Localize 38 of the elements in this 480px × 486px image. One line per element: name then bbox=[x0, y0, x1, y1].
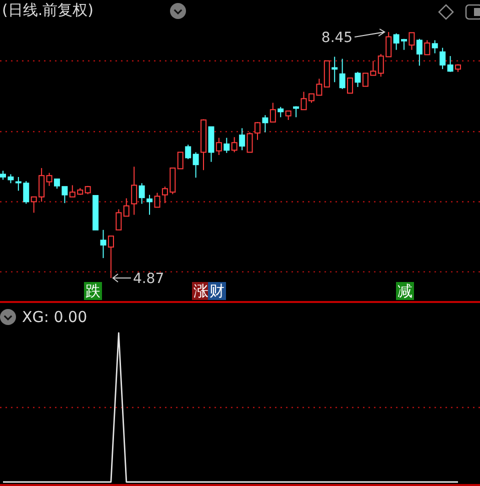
annotation: 8.45 bbox=[321, 30, 353, 46]
candlestick bbox=[108, 236, 114, 278]
candlestick bbox=[432, 40, 438, 54]
candlestick bbox=[347, 78, 354, 94]
annotation: 4.87 bbox=[132, 271, 164, 287]
candlestick bbox=[354, 71, 361, 88]
candlestick bbox=[154, 192, 160, 208]
candlestick bbox=[270, 102, 276, 123]
candlestick bbox=[123, 198, 130, 217]
candlestick bbox=[262, 114, 268, 133]
text: 财 bbox=[210, 282, 224, 300]
candlestick bbox=[138, 182, 145, 204]
chart-title: (日线.前复权) bbox=[2, 1, 94, 19]
candlestick bbox=[332, 56, 338, 83]
text: 涨 bbox=[194, 282, 208, 300]
candlestick bbox=[293, 106, 300, 118]
candlestick bbox=[440, 47, 446, 70]
candlestick bbox=[416, 38, 422, 66]
chart-title: XG: 0.00 bbox=[22, 308, 88, 326]
candlestick bbox=[447, 56, 454, 72]
candlestick bbox=[339, 58, 346, 90]
candlestick bbox=[46, 172, 52, 186]
candlestick bbox=[146, 194, 153, 216]
text: 跌 bbox=[86, 282, 100, 300]
candlestick bbox=[408, 32, 415, 50]
candlestick bbox=[131, 166, 138, 216]
candlestick bbox=[192, 152, 199, 178]
candlestick bbox=[278, 106, 284, 118]
candlestick bbox=[424, 40, 430, 56]
candlestick bbox=[100, 229, 106, 259]
candlestick bbox=[116, 208, 122, 230]
candlestick bbox=[239, 128, 246, 151]
text: 减 bbox=[398, 282, 412, 300]
candlestick bbox=[216, 137, 222, 156]
candlestick bbox=[185, 144, 192, 160]
candlestick bbox=[224, 137, 230, 154]
candlestick bbox=[231, 136, 238, 153]
candlestick bbox=[177, 152, 184, 170]
